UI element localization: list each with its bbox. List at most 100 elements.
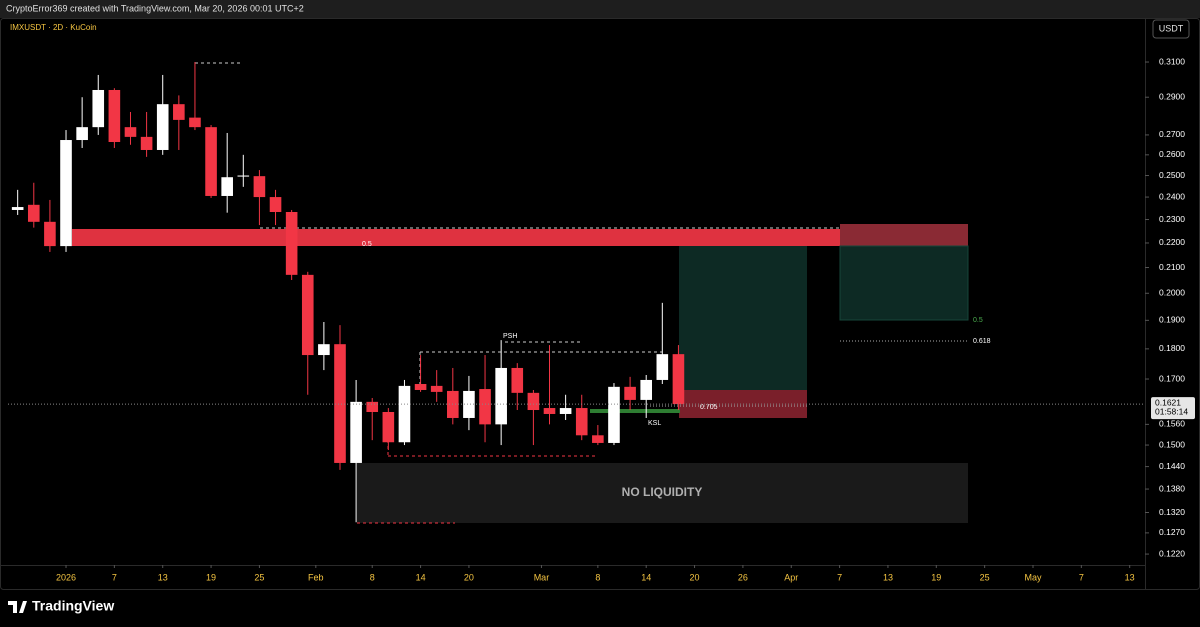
y-tick-label: 0.2700 [1159,129,1185,139]
countdown-label: 01:58:14 [1155,406,1188,416]
candle-body [237,175,250,177]
x-tick-label: 26 [738,572,748,582]
y-tick-label: 0.2100 [1159,262,1185,272]
x-tick-label: Feb [308,572,324,582]
brand-text: TradingView [32,598,114,614]
x-tick-label: 13 [158,572,168,582]
candle-body [463,390,475,418]
candle-body [173,104,185,120]
symbol-label: IMXUSDT · 2D · KuCoin [10,23,97,32]
candle-body [382,411,395,443]
candle-body [479,389,491,425]
candle-body [221,177,233,196]
candle-body [92,89,105,128]
candle-body [640,379,653,400]
ksl-label: KSL [648,420,661,427]
y-tick-label: 0.2600 [1159,149,1185,159]
candle-body [608,386,620,443]
x-tick-label: Apr [784,572,798,582]
y-tick-label: 0.3100 [1159,56,1185,66]
x-tick-label: 7 [1079,572,1084,582]
candle-body [285,212,298,275]
y-tick-label: 0.1900 [1159,315,1185,325]
candle-body [60,140,72,247]
candle-body [108,89,121,143]
x-tick-label: 13 [1125,572,1135,582]
candle-body [559,408,572,414]
currency-label: USDT [1159,23,1184,33]
y-tick-label: 0.1270 [1159,527,1185,537]
x-tick-label: 25 [254,572,264,582]
candle-body [11,207,24,210]
candle-body [398,385,411,443]
y-tick-label: 0.1320 [1159,507,1185,517]
candle-body [414,384,427,390]
candle-body [124,127,137,137]
candle-body [366,401,379,412]
candle-body [76,127,88,141]
candle-body [140,136,153,150]
y-tick-label: 0.1380 [1159,483,1185,493]
psh-label: PSH [503,333,517,340]
brand: TradingView [8,598,114,614]
y-tick-label: 0.1220 [1159,548,1185,558]
target-zone [839,245,969,321]
candle-body [318,344,330,356]
target-zone [679,246,807,390]
candle-body [656,354,669,380]
y-tick-label: 0.2300 [1159,214,1185,224]
candle-body [543,408,556,414]
candle-body [350,401,362,463]
x-tick-label: Mar [534,572,550,582]
candle-body [44,221,56,247]
fib-label: 0.618 [973,338,991,345]
candle-body [269,197,282,213]
y-tick-label: 0.2400 [1159,191,1185,201]
last-price-box [1151,397,1195,420]
candle-body [672,354,685,405]
x-tick-label: 13 [883,572,893,582]
fib-label: 0.5 [362,241,372,248]
y-tick-label: 0.2000 [1159,288,1185,298]
x-tick-label: 25 [980,572,990,582]
y-tick-label: 0.1700 [1159,373,1185,383]
y-tick-label: 0.2900 [1159,91,1185,101]
candle-body [624,386,636,400]
candle-body [592,435,604,443]
last-price-label: 0.1621 [1155,397,1181,407]
y-tick-label: 0.2200 [1159,237,1185,247]
candle-body [301,274,314,356]
x-tick-label: 2026 [56,572,76,582]
x-tick-label: May [1024,572,1042,582]
currency-button[interactable] [1152,19,1190,39]
x-tick-label: 14 [416,572,426,582]
drawings: 0.5 0.5 0.618 PSH 0.705 KSL NO LIQUIDITY [72,62,991,524]
x-tick-label: 8 [370,572,375,582]
candle-body [253,176,266,198]
x-tick-label: 20 [690,572,700,582]
candle-body [495,367,507,425]
candle-body [189,117,201,128]
y-tick-label: 0.1500 [1159,439,1185,449]
y-tick-label: 0.1800 [1159,343,1185,353]
no-liquidity-label: NO LIQUIDITY [622,485,703,499]
x-tick-label: 14 [641,572,651,582]
candle-body [430,385,443,392]
candle-body [575,408,588,436]
y-tick-label: 0.1560 [1159,419,1185,429]
candle-body [334,344,346,463]
y-tick-label: 0.2500 [1159,170,1185,180]
x-tick-label: 7 [112,572,117,582]
x-tick-label: 8 [595,572,600,582]
fib-label: 0.705 [700,404,718,411]
candle-body [156,104,169,150]
fib-label: 0.5 [973,317,983,324]
candle-body [527,392,540,411]
candle-body [27,204,40,222]
stop-zone [840,224,968,246]
x-tick-label: 19 [931,572,941,582]
y-tick-label: 0.1440 [1159,461,1185,471]
candle-body [205,127,217,196]
